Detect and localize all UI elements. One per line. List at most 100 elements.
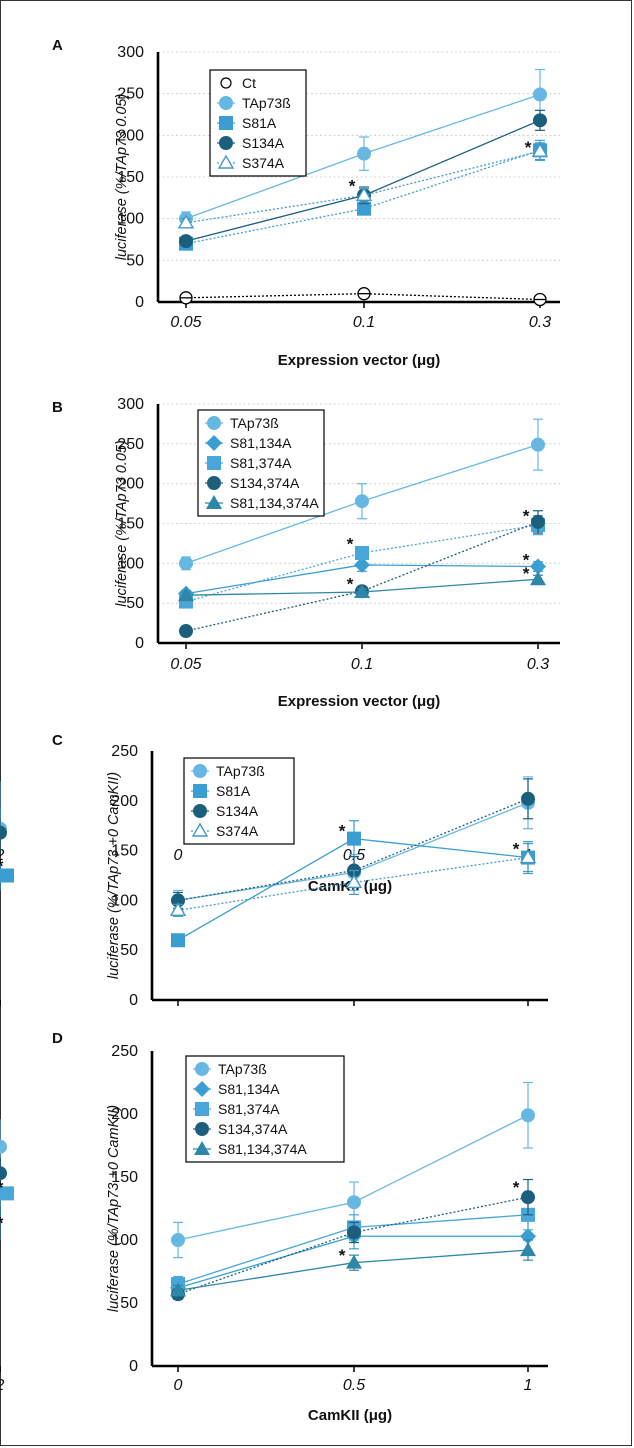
data-point — [533, 87, 547, 102]
significance-star: * — [523, 507, 530, 526]
y-axis-label: luciferase (%/TAp73 0.05) — [114, 94, 130, 261]
y-tick-label: 100 — [117, 211, 144, 228]
panel-b: B 0 50 100 150 200 250 300 0.05 0.1 0.3 luciferase … — [52, 396, 560, 710]
legend-marker — [219, 96, 233, 110]
data-point — [177, 214, 195, 229]
data-point — [169, 901, 187, 917]
x-tick-label: 0.1 — [353, 314, 375, 331]
y-axis-label: luciferase (%/TAp73 +0 CamKII) — [106, 772, 122, 979]
legend-label: S81,134A — [230, 435, 292, 451]
legend-marker — [217, 154, 235, 169]
legend-marker — [193, 764, 207, 778]
data-point — [521, 791, 535, 806]
y-tick-label: 150 — [117, 169, 144, 186]
series-s374a — [177, 142, 549, 229]
y-tick-label: 150 — [117, 516, 144, 533]
legend-label: TAp73ß — [242, 95, 291, 111]
legend-box — [185, 1055, 345, 1163]
panel-letter: C — [52, 732, 63, 749]
y-tick-label: 150 — [111, 843, 138, 860]
legend: TAp73ß S81,134A S81,374A S134,374A S81,134,3… — [197, 409, 325, 517]
data-point — [346, 1254, 362, 1269]
y-tick-label: 100 — [111, 892, 138, 909]
series-line — [185, 524, 539, 603]
legend-marker — [207, 416, 221, 430]
x-tick-label: 2 — [0, 847, 5, 864]
x-tick-label: 0.3 — [527, 656, 549, 673]
legend-marker — [207, 456, 221, 470]
data-point — [171, 1233, 185, 1247]
y-tick-label: 50 — [120, 1295, 138, 1312]
significance-star: * — [513, 840, 520, 859]
y-tick-label: 250 — [117, 86, 144, 103]
legend-marker — [195, 1062, 209, 1076]
data-point — [179, 234, 193, 249]
legend: TAp73ß S81A S134A S374A — [183, 757, 295, 845]
legend-label: S81,134,374A — [230, 495, 319, 511]
data-point — [355, 186, 373, 202]
data-point — [354, 556, 370, 573]
y-tick-label: 0 — [135, 635, 144, 652]
data-point — [531, 514, 545, 529]
legend-label: S134A — [216, 803, 259, 819]
data-point — [178, 587, 194, 602]
panel-a: A 0 50 100 150 200 250 300 0.05 0.1 0.3 luciferase … — [52, 37, 560, 369]
y-tick-label: 50 — [126, 595, 144, 612]
data-point — [357, 146, 371, 161]
significance-star: * — [0, 857, 4, 876]
series-s374a — [0, 780, 537, 917]
legend: TAp73ß S81,134A S81,374A S134,374A S81,134,3… — [185, 1055, 345, 1163]
legend-marker — [219, 116, 233, 130]
data-point — [530, 558, 546, 575]
y-tick-label: 50 — [126, 252, 144, 269]
legend-marker — [207, 476, 221, 490]
x-tick-label: 0.05 — [170, 314, 201, 331]
legend-marker — [206, 435, 222, 451]
legend-label: TAp73ß — [216, 763, 265, 779]
series-s81-134-374a — [0, 1219, 536, 1297]
y-tick-label: 200 — [111, 793, 138, 810]
legend-label: TAp73ß — [218, 1061, 267, 1077]
data-point — [354, 584, 370, 599]
series-s81-134-374a — [178, 571, 546, 602]
significance-star: * — [339, 1246, 346, 1265]
data-point — [179, 556, 193, 571]
x-axis-label: Expression vector (μg) — [278, 352, 441, 369]
data-point — [531, 142, 549, 157]
y-tick-label: 100 — [117, 555, 144, 572]
significance-star: * — [513, 1178, 520, 1197]
x-tick-label: 0 — [174, 847, 183, 864]
legend-label: S134,374A — [230, 475, 300, 491]
y-tick-label: 0 — [129, 1358, 138, 1375]
data-point — [0, 868, 14, 883]
data-point — [0, 1139, 7, 1154]
x-tick-label: 0 — [174, 1377, 183, 1394]
series-tap73- — [0, 1081, 535, 1259]
data-point — [521, 1108, 535, 1123]
significance-star: * — [347, 534, 354, 553]
significance-star: * — [349, 176, 356, 195]
panel-letter: D — [52, 1030, 63, 1047]
legend-label: S81,134,374A — [218, 1141, 307, 1157]
data-point — [0, 1186, 14, 1201]
x-tick-label: 2 — [0, 1377, 5, 1394]
legend-marker — [194, 1141, 210, 1155]
legend-marker — [219, 136, 233, 150]
significance-star: * — [523, 564, 530, 583]
data-point — [0, 825, 7, 840]
data-point — [520, 1242, 536, 1257]
legend-marker — [193, 804, 207, 818]
data-point — [347, 831, 361, 846]
data-point — [531, 437, 545, 452]
data-point — [347, 1225, 361, 1240]
y-tick-label: 0 — [135, 294, 144, 311]
data-point — [530, 571, 546, 586]
data-point — [345, 874, 363, 889]
series-tap73- — [179, 418, 545, 571]
panel-letter: B — [52, 399, 63, 416]
y-tick-label: 300 — [117, 44, 144, 61]
data-point — [170, 1282, 186, 1297]
